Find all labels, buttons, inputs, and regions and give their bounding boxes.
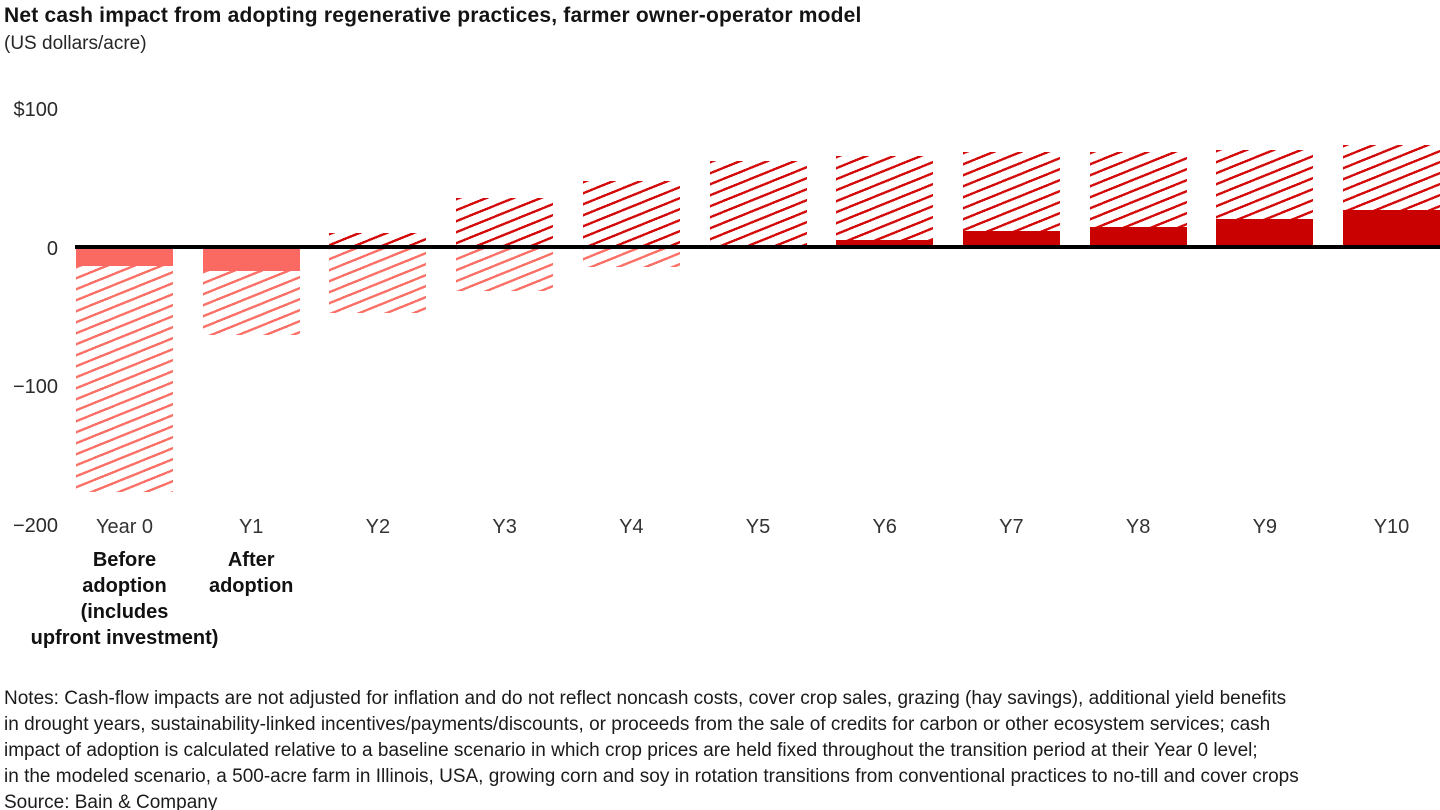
bar-hatch-positive-Y8	[1089, 152, 1187, 228]
notes-line-3: impact of adoption is calculated relativ…	[4, 740, 1258, 761]
x-tick-label-Year 0: Year 0	[95, 516, 154, 538]
bar-solid-Year 0	[76, 246, 173, 266]
source-line: Source: Bain & Company	[4, 792, 218, 810]
bar-annotation-Year 0: Before adoption (includes upfront investmen…	[30, 549, 219, 649]
x-tick-label-Y5: Y5	[745, 516, 771, 538]
bar-hatch-negative-Y3	[456, 246, 554, 291]
footnotes: Notes: Cash-flow impacts are not adjuste…	[4, 686, 1299, 810]
y-tick-label-0: 0	[46, 237, 58, 260]
x-tick-label-Y10: Y10	[1373, 516, 1410, 538]
chart-subtitle: (US dollars/acre)	[4, 33, 147, 54]
x-tick-label-Y1: Y1	[238, 516, 264, 538]
bar-hatch-negative-Y4	[582, 246, 680, 268]
bar-solid-Y8	[1089, 227, 1187, 247]
bar-solid-Y9	[1216, 218, 1314, 247]
x-tick-label-Y2: Y2	[365, 516, 391, 538]
bar-hatch-positive-Y6	[836, 156, 934, 240]
bar-hatch-negative-Year 0	[76, 265, 173, 492]
bar-solid-Y10	[1343, 210, 1440, 247]
notes-line-1: Notes: Cash-flow impacts are not adjuste…	[4, 688, 1287, 709]
x-tick-label-Y8: Y8	[1125, 516, 1151, 538]
bar-solid-Y6	[836, 239, 934, 247]
bar-hatch-positive-Y9	[1216, 149, 1314, 219]
x-tick-label-Y3: Y3	[492, 516, 517, 538]
bar-hatch-negative-Y2	[329, 246, 427, 313]
y-tick-label--200: −200	[12, 514, 58, 537]
bar-hatch-positive-Y2	[329, 232, 427, 247]
bar-hatch-positive-Y5	[709, 160, 807, 247]
bar-hatch-positive-Y4	[582, 181, 680, 247]
notes-line-2: in drought years, sustainability-linked …	[4, 714, 1271, 735]
x-tick-label-Y7: Y7	[999, 516, 1024, 538]
y-tick-label--100: −100	[12, 376, 58, 398]
zero-axis-line	[75, 244, 1440, 249]
y-tick-label-100: $100	[13, 99, 59, 121]
bar-hatch-positive-Y3	[456, 198, 554, 247]
bar-hatch-positive-Y10	[1343, 145, 1440, 211]
notes-line-4: in the modeled scenario, a 500-acre farm…	[4, 766, 1299, 787]
x-tick-label-Y9: Y9	[1252, 516, 1278, 538]
bar-hatch-negative-Y1	[202, 271, 300, 336]
bar-solid-Y7	[962, 231, 1060, 247]
chart-title: Net cash impact from adopting regenerati…	[4, 4, 862, 27]
bar-solid-Y1	[202, 246, 300, 272]
x-tick-label-Y6: Y6	[872, 516, 897, 538]
x-tick-label-Y4: Y4	[619, 516, 644, 538]
bar-annotation-Y1: After adoption	[208, 549, 294, 597]
bar-hatch-positive-Y7	[962, 152, 1060, 232]
